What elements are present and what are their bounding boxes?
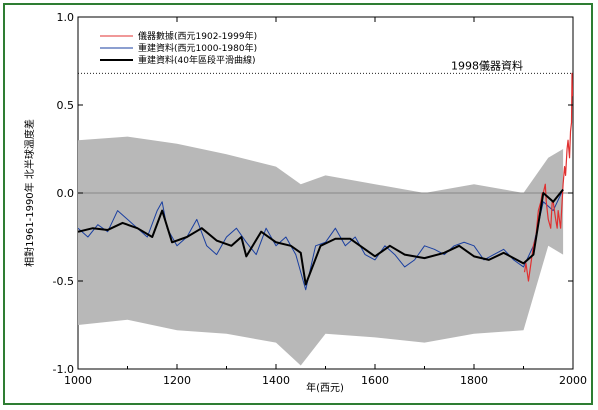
y-tick-label: -1.0 xyxy=(53,363,74,376)
legend-label: 儀器數據(西元1902-1999年) xyxy=(138,30,257,42)
y-tick-label: 0.0 xyxy=(57,187,75,200)
annotation-1998-label: 1998儀器資料 xyxy=(451,58,523,72)
series-reconstruction xyxy=(78,189,564,291)
y-tick-label: 0.5 xyxy=(57,99,75,112)
y-tick-label: 1.0 xyxy=(57,11,75,24)
x-tick-label: 1800 xyxy=(460,374,488,387)
uncertainty-band-layer xyxy=(78,136,564,366)
x-tick-label: 1400 xyxy=(262,374,290,387)
axis-ticks: 1000 1200 1400 1600 1800 2000 -1.0 -0.5 0.0 0.5 1.… xyxy=(53,11,587,387)
x-tick-label: 1200 xyxy=(163,374,191,387)
series-smoothed xyxy=(78,188,564,286)
legend-label: 重建資料(40年區段平滑曲線) xyxy=(138,54,255,66)
y-axis-label: 相對1961-1990年 北半球溫度差 xyxy=(23,119,36,267)
uncertainty-band xyxy=(78,136,564,366)
series-layer xyxy=(78,72,573,291)
y-tick-label: -0.5 xyxy=(53,275,74,288)
x-tick-label: 1600 xyxy=(361,374,389,387)
x-tick-label: 1000 xyxy=(64,374,92,387)
legend-label: 重建資料(西元1000-1980年) xyxy=(138,42,257,54)
legend: 儀器數據(西元1902-1999年)重建資料(西元1000-1980年)重建資料… xyxy=(100,30,257,66)
x-tick-label: 2000 xyxy=(559,374,587,387)
x-axis-label: 年(西元) xyxy=(306,381,344,394)
